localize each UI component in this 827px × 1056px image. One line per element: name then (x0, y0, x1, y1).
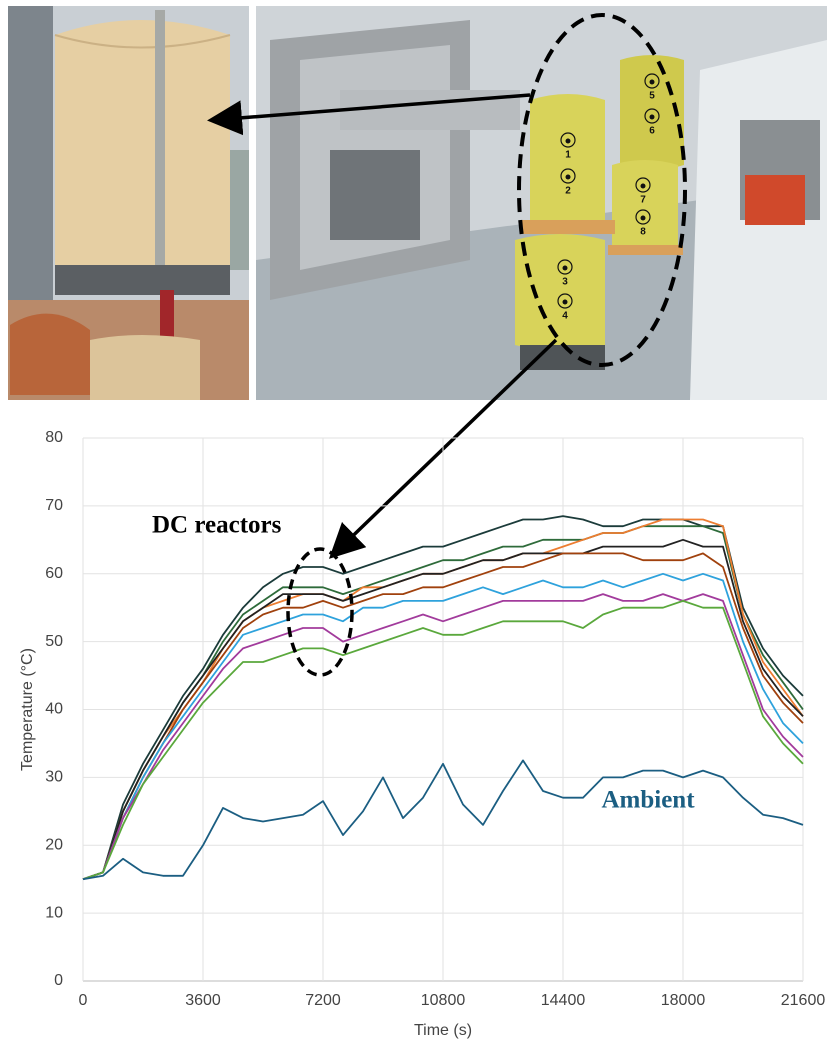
sensor-label: 7 (640, 195, 646, 206)
sensor-label: 5 (649, 91, 655, 102)
sensor-icon (563, 300, 568, 305)
plot: 0 10 20 30 40 50 60 70 80 0 3600 7200 10800 14400 1800… (19, 429, 825, 1039)
sensor-icon (566, 175, 571, 180)
y-tick-label: 70 (45, 497, 63, 514)
y-tick-label: 50 (45, 633, 63, 650)
y-tick-label: 20 (45, 836, 63, 853)
page: {"sensors": ["1", "2", "3", "4", "5", "6… (0, 0, 827, 1051)
sensor-label: 2 (565, 186, 571, 197)
photo-reactor (8, 6, 249, 400)
render-converter (256, 6, 827, 400)
y-tick-label: 80 (45, 429, 63, 446)
sensor-icon (563, 266, 568, 271)
y-axis-title: Temperature (°C) (19, 648, 36, 771)
sensor-icon (641, 216, 646, 221)
x-tick-label: 21600 (781, 992, 826, 1009)
sensor-icon (650, 115, 655, 120)
y-tick-label: 10 (45, 904, 63, 921)
y-tick-label: 60 (45, 565, 63, 582)
x-tick-label: 18000 (661, 992, 706, 1009)
y-tick-label: 30 (45, 769, 63, 786)
x-tick-label: 0 (79, 992, 88, 1009)
sensor-label: 3 (562, 277, 568, 288)
sensor-icon (650, 80, 655, 85)
series-label: Ambient (601, 787, 695, 814)
figure: 0 10 20 30 40 50 60 70 80 0 3600 7200 10800 14400 1800… (0, 0, 827, 1051)
sensor-label: 8 (640, 227, 646, 238)
sensor-icon (641, 184, 646, 189)
x-axis-title: Time (s) (414, 1022, 472, 1039)
x-tick-label: 14400 (541, 992, 586, 1009)
x-tick-label: 10800 (421, 992, 466, 1009)
sensor-label: 1 (565, 150, 571, 161)
y-tick-label: 40 (45, 701, 63, 718)
x-tick-label: 3600 (185, 992, 221, 1009)
annotation: DC reactors (152, 512, 282, 539)
sensor-label: 6 (649, 126, 655, 137)
y-tick-label: 0 (54, 972, 63, 989)
x-tick-label: 7200 (305, 992, 341, 1009)
sensor-label: 4 (562, 311, 568, 322)
sensor-icon (566, 139, 571, 144)
